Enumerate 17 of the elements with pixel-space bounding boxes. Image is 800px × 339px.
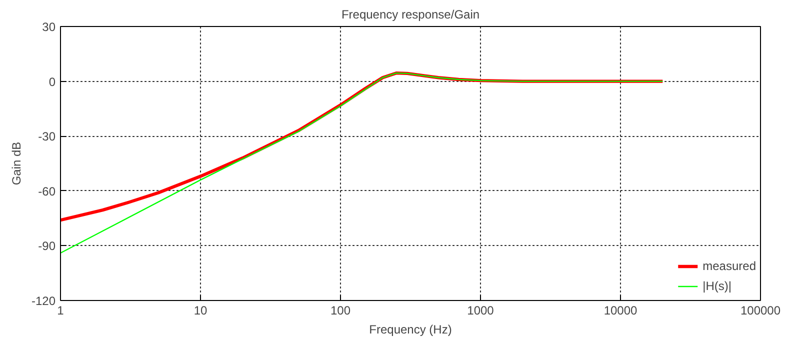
x-tick-label: 10000 xyxy=(604,304,638,318)
x-tick-label: 100 xyxy=(330,304,351,318)
x-tick-label: 10 xyxy=(194,304,208,318)
x-tick-label: 1000 xyxy=(467,304,494,318)
y-axis-title: Gain dB xyxy=(9,142,24,186)
y-tick-label: -60 xyxy=(38,184,56,198)
y-tick-label: -120 xyxy=(31,294,56,308)
x-tick-label: 100000 xyxy=(740,304,781,318)
x-axis-title: Frequency (Hz) xyxy=(369,322,452,336)
y-tick-label: -30 xyxy=(38,130,56,144)
y-tick-label: 30 xyxy=(42,20,56,34)
x-tick-label: 1 xyxy=(57,304,64,318)
y-tick-label: -90 xyxy=(38,239,56,254)
legend-label: measured xyxy=(702,259,756,273)
legend-label: |H(s)| xyxy=(702,279,732,293)
y-tick-label: 0 xyxy=(48,74,56,89)
chart-title: Frequency response/Gain xyxy=(341,8,480,22)
